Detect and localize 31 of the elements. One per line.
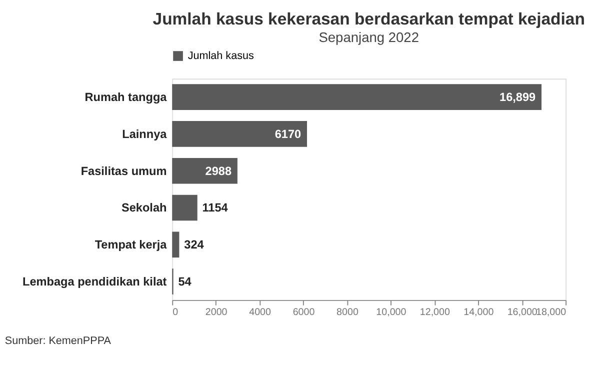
bar	[172, 158, 238, 184]
x-tick-label: 10,000	[376, 307, 407, 318]
y-tick-label: Fasilitas umum	[80, 164, 167, 178]
x-tick-label: 16,000	[507, 307, 538, 318]
x-tick-label: 4000	[249, 307, 272, 318]
x-tick-label: 12,000	[420, 307, 450, 318]
data-label: 2988	[205, 164, 232, 178]
data-label: 324	[184, 238, 204, 252]
data-label: 54	[178, 274, 192, 288]
x-tick-label: 18,000	[536, 307, 567, 318]
data-label: 1154	[202, 200, 228, 215]
x-tick-label: 6000	[292, 307, 316, 318]
bar	[172, 121, 307, 147]
y-tick-label: Lainnya	[122, 126, 168, 141]
chart-subtitle: Sepanjang 2022	[318, 30, 419, 46]
y-tick-label: Sekolah	[121, 200, 167, 215]
y-tick-label: Tempat kerja	[94, 238, 168, 252]
bar	[172, 194, 198, 221]
data-label: 16,899	[500, 90, 536, 104]
y-tick-label: Lembaga pendidikan kilat	[22, 274, 167, 288]
x-tick-label: 14,000	[464, 307, 494, 318]
x-tick-label: 0	[172, 307, 179, 318]
bar	[172, 232, 180, 258]
legend-label: Jumlah kasus	[188, 50, 254, 62]
y-tick-label: Rumah tangga	[84, 90, 168, 104]
text: Sumber: KemenPPPA	[4, 335, 112, 348]
chart-title: Jumlah kasus kekerasan berdasarkan tempat kejadian	[152, 10, 585, 29]
x-tick-label: 8000	[336, 307, 359, 318]
data-label: 6170	[274, 126, 302, 141]
bar	[172, 84, 542, 110]
x-tick-label: 2000	[205, 307, 228, 318]
